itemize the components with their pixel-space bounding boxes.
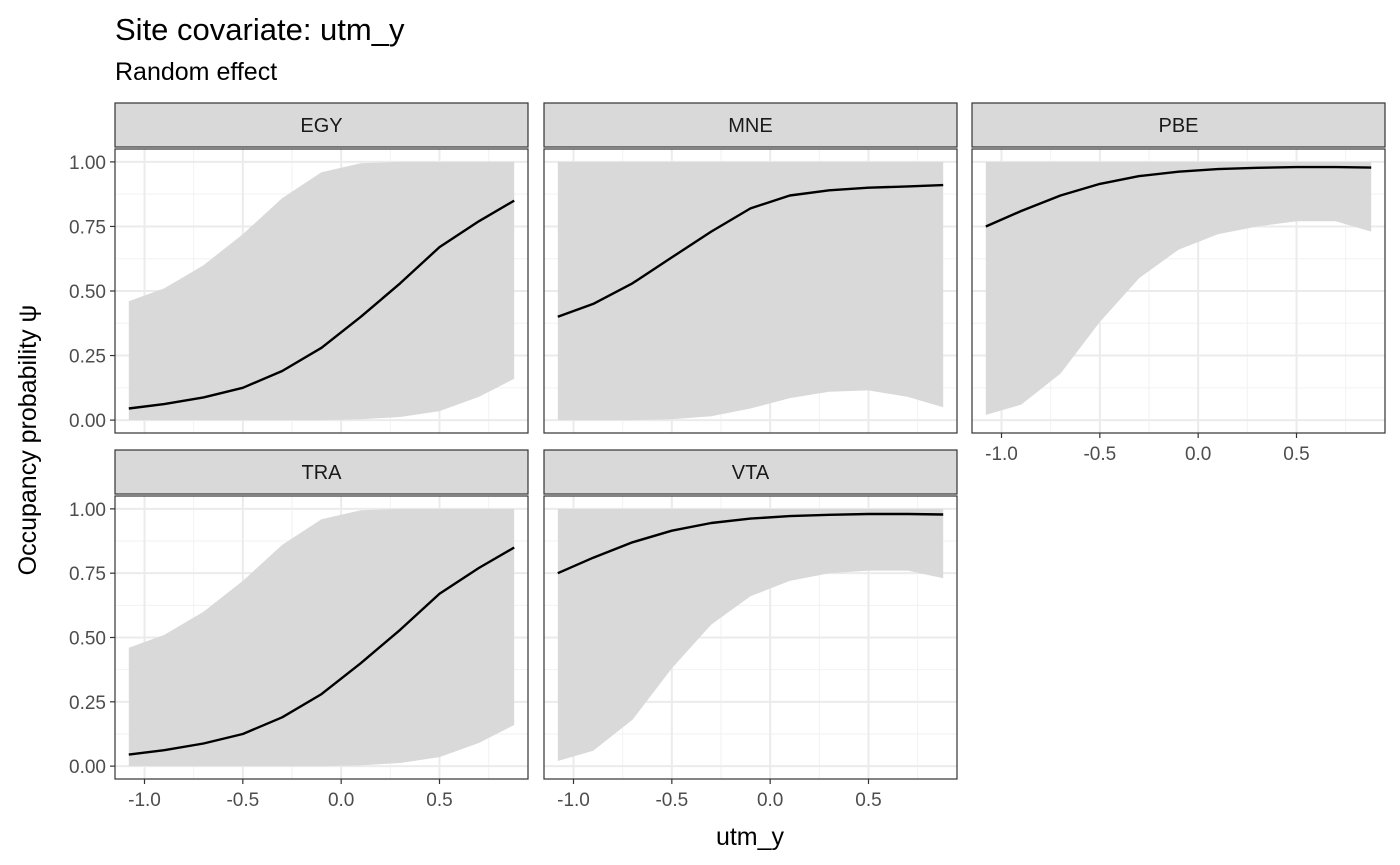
panels-layer: EGY 0.00 0.25 0.50 0.75 1.00 MNE PBE -1.0 -0.5 0.0… [69,102,1386,811]
x-tick-label: 0.0 [757,790,783,811]
x-tick-label: -1.0 [128,790,161,811]
panel-pbe: PBE -1.0 -0.5 0.0 0.5 [971,102,1386,465]
panel-egy: EGY 0.00 0.25 0.50 0.75 1.00 [69,102,529,434]
strip-background [114,102,529,148]
y-axis-title: Occupancy probability ψ [14,305,42,576]
x-tick-label: 0.5 [426,790,452,811]
y-tick-label: 0.25 [69,693,106,714]
strip-label: MNE [728,115,772,137]
x-tick-label: 0.5 [1283,444,1309,465]
mean-line [557,512,944,575]
chart-subtitle: Random effect [115,58,277,86]
credible-interval-ribbon [128,161,515,421]
x-tick-label: 0.5 [855,790,881,811]
x-tick-label: 0.0 [328,790,354,811]
x-tick-label: 0.0 [1185,444,1211,465]
y-tick-label: 0.00 [69,757,106,778]
y-tick-label: 0.00 [69,411,106,432]
mean-line [128,546,515,756]
panel-border [543,148,958,434]
panel-vta: VTA -1.0 -0.5 0.0 0.5 [543,449,958,811]
y-tick-label: 0.25 [69,347,106,368]
panel-mne: MNE [543,102,958,434]
chart-title: Site covariate: utm_y [115,12,405,47]
panel-border [543,495,958,780]
x-tick-label: -0.5 [655,790,688,811]
credible-interval-ribbon [985,161,1372,415]
x-tick-label: -1.0 [985,444,1018,465]
credible-interval-ribbon [128,508,515,767]
mean-line [557,183,944,318]
strip-background [114,449,529,495]
strip-label: EGY [300,115,342,137]
x-tick-label: -0.5 [226,790,259,811]
strip-background [971,102,1386,148]
panel-tra: TRA 0.00 0.25 0.50 0.75 1.00 -1.0 -0.5 0.0 0.5 [69,449,529,811]
mean-line [128,199,515,410]
y-tick-label: 1.00 [69,500,106,521]
panel-border [971,148,1386,434]
y-tick-label: 0.50 [69,282,106,303]
strip-label: PBE [1158,115,1198,137]
y-tick-label: 1.00 [69,153,106,174]
x-axis-title: utm_y [716,823,785,851]
x-tick-label: -1.0 [557,790,590,811]
strip-background [543,102,958,148]
strip-background [543,449,958,495]
mean-line [985,165,1372,228]
y-tick-label: 0.75 [69,217,106,238]
credible-interval-ribbon [557,508,944,761]
x-tick-label: -0.5 [1083,444,1116,465]
y-tick-label: 0.75 [69,564,106,585]
strip-label: VTA [732,462,770,484]
y-tick-label: 0.50 [69,629,106,650]
credible-interval-ribbon [557,161,944,421]
strip-label: TRA [302,462,343,484]
